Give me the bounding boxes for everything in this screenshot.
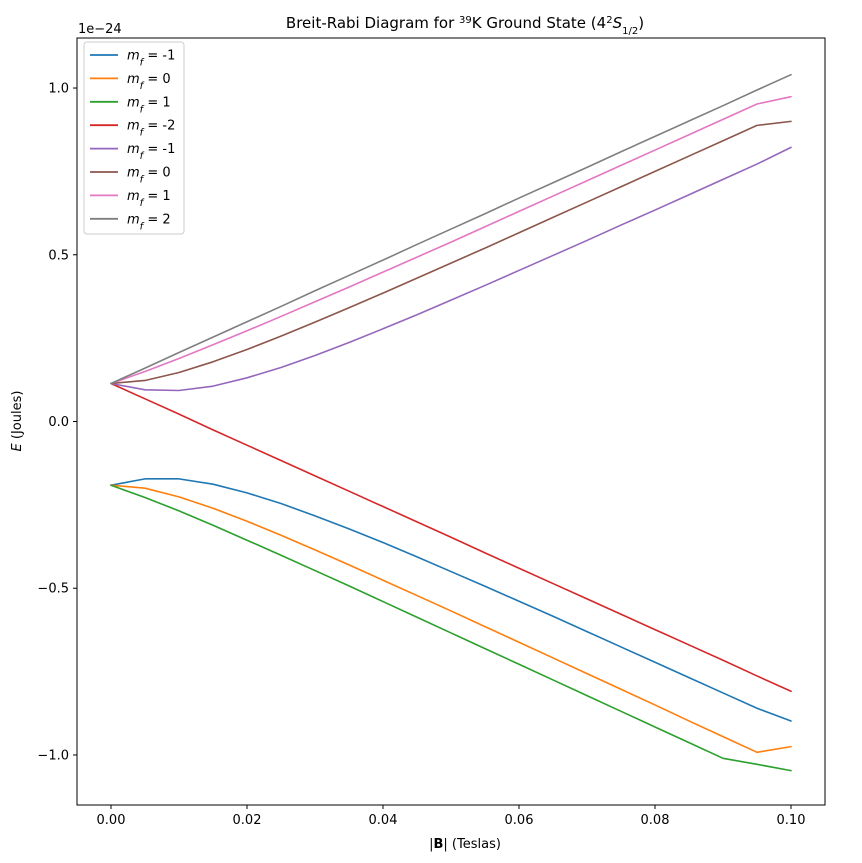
x-tick-label: 0.10 — [777, 813, 806, 828]
y-axis-ticks: −1.0 −0.5 0.0 0.5 1.0 — [37, 82, 77, 763]
legend-label-2: mf = 1 — [127, 95, 171, 115]
x-axis-ticks: 0.00 0.02 0.04 0.06 0.08 0.10 — [97, 805, 806, 828]
legend-label-4: mf = -1 — [127, 142, 175, 162]
y-tick-label: −0.5 — [37, 582, 69, 597]
series-line-6 — [110, 95, 792, 385]
series-line-4 — [110, 146, 792, 392]
x-tick-label: 0.02 — [233, 813, 262, 828]
legend-label-6: mf = 1 — [127, 189, 171, 209]
x-tick-label: 0.04 — [369, 813, 398, 828]
legend-box — [83, 41, 185, 235]
series-line-3 — [110, 382, 792, 693]
y-tick-label: 0.5 — [48, 248, 69, 263]
legend-label-1: mf = 0 — [127, 72, 171, 92]
legend-label-7: mf = 2 — [127, 212, 171, 232]
legend: mf = -1 mf = 0 mf = 1 mf = -2 mf = -1 mf = 0 m… — [83, 41, 185, 235]
y-tick-label: 1.0 — [48, 82, 69, 97]
legend-items: mf = -1 mf = 0 mf = 1 mf = -2 mf = -1 mf = 0 m… — [90, 49, 175, 232]
y-offset-label: 1e−24 — [78, 22, 122, 37]
legend-label-3: mf = -2 — [127, 119, 175, 139]
x-tick-label: 0.00 — [97, 813, 126, 828]
series-line-5 — [110, 120, 792, 385]
y-axis-label: E (Joules) — [10, 391, 25, 452]
series-lines — [110, 73, 792, 772]
legend-label-0: mf = -1 — [127, 49, 175, 69]
x-tick-label: 0.08 — [641, 813, 670, 828]
plot-frame — [76, 37, 826, 806]
series-line-7 — [110, 73, 792, 385]
series-line-0 — [110, 478, 792, 722]
chart-title: Breit-Rabi Diagram for 39K Ground State … — [286, 14, 644, 37]
y-tick-label: −1.0 — [37, 748, 69, 763]
x-axis-label: |B| (Teslas) — [429, 837, 501, 852]
x-tick-label: 0.06 — [505, 813, 534, 828]
legend-label-5: mf = 0 — [127, 166, 171, 186]
series-line-1 — [110, 484, 792, 754]
series-line-2 — [110, 484, 792, 772]
y-tick-label: 0.0 — [48, 415, 69, 430]
